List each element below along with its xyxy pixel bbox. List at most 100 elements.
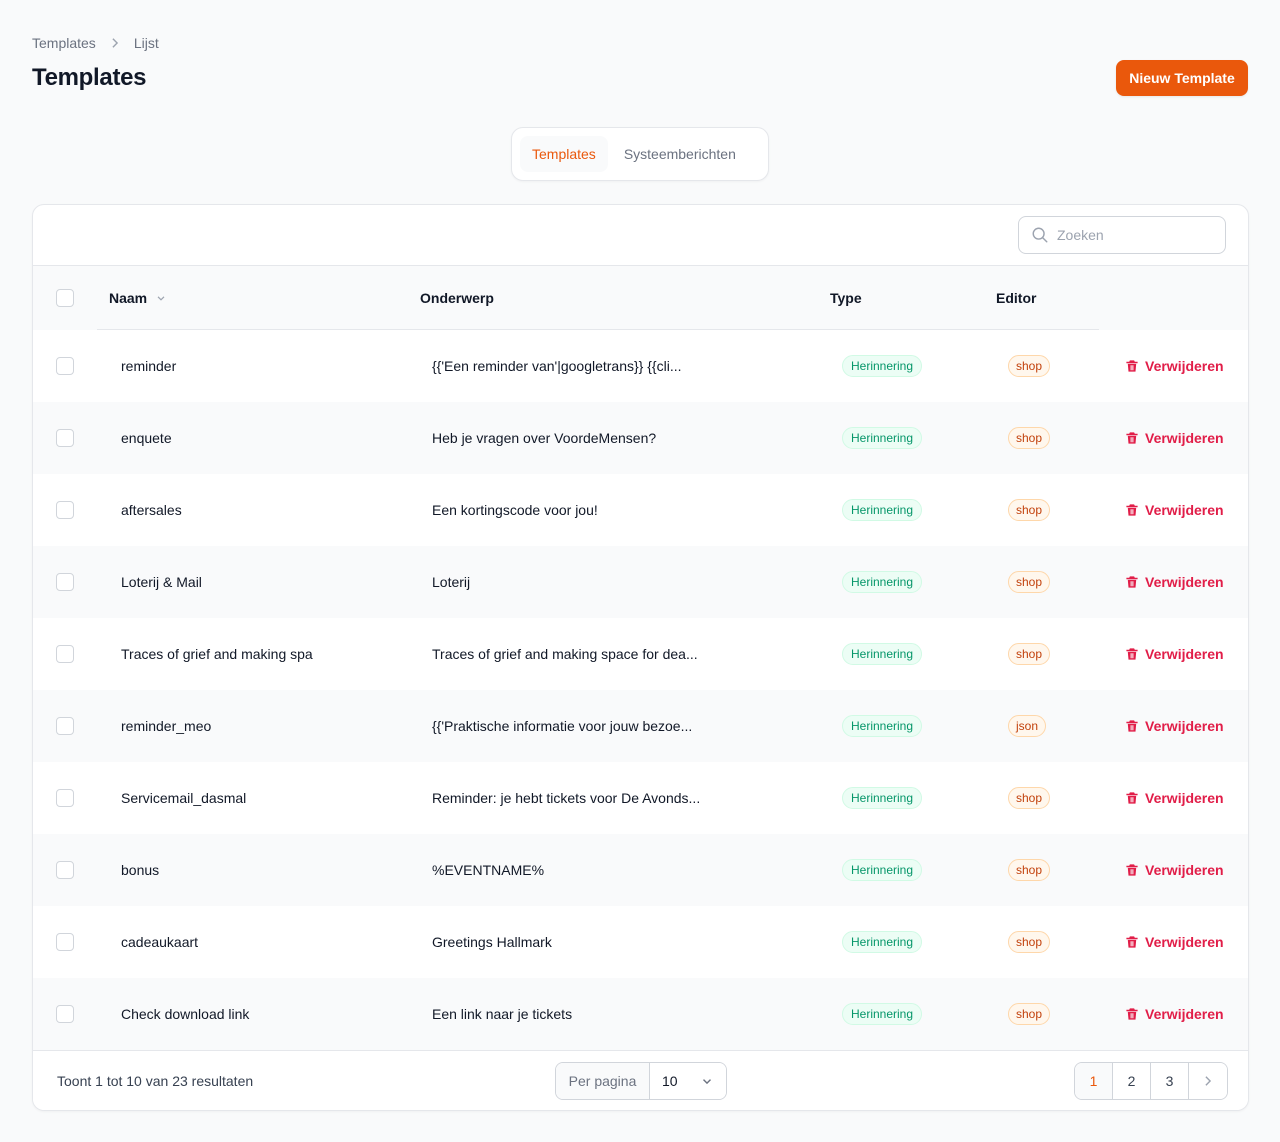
row-checkbox[interactable]	[56, 357, 74, 375]
delete-button[interactable]: Verwijderen	[1125, 834, 1224, 906]
table-toolbar	[33, 205, 1248, 266]
delete-button[interactable]: Verwijderen	[1125, 546, 1224, 618]
per-page-label: Per pagina	[556, 1063, 650, 1099]
table-row[interactable]: bonus %EVENTNAME% Herinnering shop Verwijder…	[33, 834, 1248, 906]
delete-label: Verwijderen	[1145, 790, 1224, 806]
table-row[interactable]: Check download link Een link naar je tick…	[33, 978, 1248, 1050]
type-badge: Herinnering	[842, 571, 923, 593]
table-row[interactable]: cadeaukaart Greetings Hallmark Herinnering…	[33, 906, 1248, 978]
template-subject: %EVENTNAME%	[432, 862, 545, 878]
template-subject: Loterij	[432, 574, 471, 590]
chevron-down-icon	[703, 1079, 711, 1085]
delete-button[interactable]: Verwijderen	[1125, 762, 1224, 834]
trash-icon	[1126, 720, 1138, 732]
table-row[interactable]: reminder_meo {{'Praktische informatie voo…	[33, 690, 1248, 762]
page-button-3[interactable]: 3	[1151, 1063, 1189, 1099]
delete-button[interactable]: Verwijderen	[1125, 978, 1224, 1050]
table-footer: Toont 1 tot 10 van 23 resultaten Per pag…	[33, 1050, 1248, 1110]
table-row[interactable]: reminder {{'Een reminder van'|googletrans…	[33, 330, 1248, 402]
table-row[interactable]: aftersales Een kortingscode voor jou! Heri…	[33, 474, 1248, 546]
page-button-1[interactable]: 1	[1075, 1063, 1113, 1099]
row-checkbox[interactable]	[56, 429, 74, 447]
delete-label: Verwijderen	[1145, 646, 1224, 662]
editor-badge: shop	[1008, 499, 1051, 521]
search-box[interactable]	[1018, 216, 1226, 254]
delete-label: Verwijderen	[1145, 1006, 1224, 1022]
table-row[interactable]: Loterij & Mail Loterij Herinnering shop Verw…	[33, 546, 1248, 618]
trash-icon	[1126, 648, 1138, 660]
table-row[interactable]: Servicemail_dasmal Reminder: je hebt tick…	[33, 762, 1248, 834]
template-subject: {{'Praktische informatie voor jouw bezoe…	[432, 718, 693, 734]
template-subject: Traces of grief and making space for dea…	[432, 646, 698, 662]
template-subject: Greetings Hallmark	[432, 934, 552, 950]
delete-label: Verwijderen	[1145, 718, 1224, 734]
editor-badge: shop	[1008, 355, 1051, 377]
per-page-select[interactable]: Per pagina 10	[555, 1062, 727, 1100]
delete-button[interactable]: Verwijderen	[1125, 330, 1224, 402]
type-badge: Herinnering	[842, 787, 923, 809]
pagination: 1 2 3	[1074, 1062, 1228, 1100]
search-icon	[1032, 227, 1048, 243]
row-checkbox[interactable]	[56, 645, 74, 663]
chevron-right-icon	[112, 38, 118, 48]
template-name: enquete	[121, 430, 172, 446]
breadcrumb-current: Lijst	[133, 35, 159, 51]
delete-button[interactable]: Verwijderen	[1125, 618, 1224, 690]
delete-button[interactable]: Verwijderen	[1125, 906, 1224, 978]
tab-templates[interactable]: Templates	[520, 136, 608, 172]
delete-label: Verwijderen	[1145, 862, 1224, 878]
results-summary: Toont 1 tot 10 van 23 resultaten	[57, 1073, 254, 1089]
row-checkbox[interactable]	[56, 933, 74, 951]
templates-table-card: Naam Onderwerp Type Editor reminder {{'Ee…	[32, 204, 1249, 1111]
breadcrumb-root[interactable]: Templates	[32, 35, 96, 51]
template-name: Loterij & Mail	[121, 574, 202, 590]
type-badge: Herinnering	[842, 859, 923, 881]
per-page-dropdown[interactable]: 10	[650, 1063, 726, 1099]
template-subject: Reminder: je hebt tickets voor De Avonds…	[432, 790, 701, 806]
type-badge: Herinnering	[842, 1003, 923, 1025]
chevron-right-icon	[1205, 1076, 1212, 1086]
template-name: Check download link	[121, 1006, 250, 1022]
row-checkbox[interactable]	[56, 501, 74, 519]
table-row[interactable]: enquete Heb je vragen over VoordeMensen? H…	[33, 402, 1248, 474]
trash-icon	[1126, 504, 1138, 516]
row-checkbox[interactable]	[56, 717, 74, 735]
type-badge: Herinnering	[842, 715, 923, 737]
table-header: Naam Onderwerp Type Editor	[33, 266, 1248, 330]
editor-badge: shop	[1008, 643, 1051, 665]
delete-label: Verwijderen	[1145, 430, 1224, 446]
breadcrumb: Templates Lijst	[32, 35, 159, 51]
search-input[interactable]	[1057, 227, 1207, 243]
trash-icon	[1126, 792, 1138, 804]
template-name: aftersales	[121, 502, 182, 518]
column-header-name[interactable]: Naam	[109, 266, 167, 330]
template-name: reminder_meo	[121, 718, 212, 734]
row-checkbox[interactable]	[56, 1005, 74, 1023]
new-template-button[interactable]: Nieuw Template	[1116, 60, 1248, 96]
template-name: reminder	[121, 358, 177, 374]
editor-badge: shop	[1008, 931, 1051, 953]
tab-systeemberichten[interactable]: Systeemberichten	[623, 146, 736, 162]
trash-icon	[1126, 936, 1138, 948]
delete-label: Verwijderen	[1145, 574, 1224, 590]
template-subject: Een link naar je tickets	[432, 1006, 573, 1022]
row-checkbox[interactable]	[56, 789, 74, 807]
column-header-type: Type	[830, 290, 862, 306]
delete-label: Verwijderen	[1145, 502, 1224, 518]
template-name: Servicemail_dasmal	[121, 790, 247, 806]
trash-icon	[1126, 360, 1138, 372]
table-row[interactable]: Traces of grief and making spa Traces of …	[33, 618, 1248, 690]
type-badge: Herinnering	[842, 427, 923, 449]
delete-button[interactable]: Verwijderen	[1125, 474, 1224, 546]
row-checkbox[interactable]	[56, 573, 74, 591]
page-button-2[interactable]: 2	[1113, 1063, 1151, 1099]
next-page-button[interactable]	[1189, 1063, 1227, 1099]
trash-icon	[1126, 432, 1138, 444]
select-all-checkbox[interactable]	[56, 289, 74, 307]
row-checkbox[interactable]	[56, 861, 74, 879]
template-subject: Een kortingscode voor jou!	[432, 502, 598, 518]
editor-badge: shop	[1008, 859, 1051, 881]
delete-button[interactable]: Verwijderen	[1125, 402, 1224, 474]
delete-button[interactable]: Verwijderen	[1125, 690, 1224, 762]
editor-badge: shop	[1008, 1003, 1051, 1025]
